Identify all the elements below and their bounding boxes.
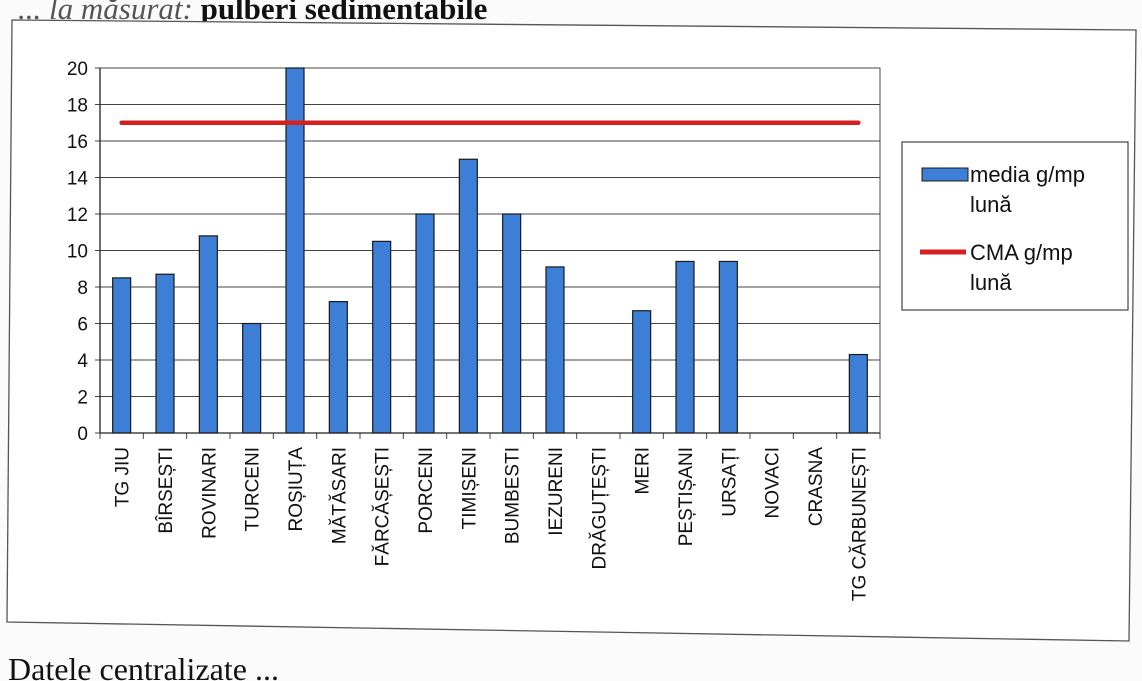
bar [415, 213, 435, 434]
legend-label: CMA g/mp [970, 240, 1073, 265]
x-tick-label: FĂRCĂȘEȘTI [373, 447, 394, 566]
bar [458, 158, 478, 434]
bar [848, 353, 868, 434]
x-tick-label: ROȘIUȚA [286, 447, 307, 532]
x-tick-label: TURCENI [243, 447, 264, 531]
x-tick-label: TG CĂRBUNEȘTI [849, 447, 870, 601]
plot-area: 0 2 4 6 8 10 12 14 16 18 20 TG JIU BÎRSEȘTI ROVINARI T… [67, 59, 881, 601]
bar [242, 322, 262, 434]
y-tick-label: 12 [67, 205, 88, 226]
bar [502, 213, 522, 434]
legend-label: lună [970, 270, 1012, 295]
y-tick-label: 2 [77, 388, 88, 409]
legend-label: media g/mp [970, 162, 1085, 187]
legend-label: lună [970, 192, 1012, 217]
body-text-fragment: Datele centralizate ... [8, 651, 279, 681]
x-tick-label: URSAȚI [719, 447, 740, 517]
y-tick-label: 6 [77, 315, 88, 336]
y-tick-label: 14 [67, 169, 89, 190]
x-tick-label: MERI [633, 447, 654, 495]
x-tick-label: MĂTĂSARI [329, 447, 350, 544]
y-tick-label: 18 [67, 96, 88, 117]
x-tick-label: BÎRSEȘTI [155, 447, 177, 534]
y-tick-label: 10 [67, 242, 88, 263]
legend-swatch-bar [921, 167, 969, 182]
bar [675, 260, 695, 434]
bar [112, 277, 132, 434]
bar [328, 301, 348, 434]
bar [155, 273, 175, 434]
x-tick-label: PEȘTIȘANI [676, 447, 697, 546]
y-tick-label: 20 [67, 59, 88, 80]
x-tick-label: DRĂGUȚEȘTI [589, 447, 610, 569]
x-tick-label: CRASNA [806, 447, 827, 527]
x-tick-label: IEZURENI [546, 447, 567, 536]
x-tick-label: ROVINARI [199, 447, 220, 539]
x-tick-label: BUMBESTI [503, 447, 524, 544]
bar [198, 235, 218, 434]
bar [632, 310, 652, 434]
legend: media g/mp lună CMA g/mp lună [901, 141, 1129, 311]
y-tick-label: 8 [77, 278, 88, 299]
bar [372, 240, 392, 434]
bar [718, 260, 738, 434]
x-tick-label: NOVACI [763, 447, 784, 518]
y-tick-label: 0 [77, 424, 88, 445]
y-tick-label: 4 [77, 351, 88, 372]
x-tick-label: PORCENI [416, 447, 437, 534]
x-tick-label: TIMIȘENI [459, 447, 480, 529]
y-tick-label: 16 [67, 132, 88, 153]
x-tick-label: TG JIU [113, 447, 134, 507]
bar [545, 266, 565, 434]
